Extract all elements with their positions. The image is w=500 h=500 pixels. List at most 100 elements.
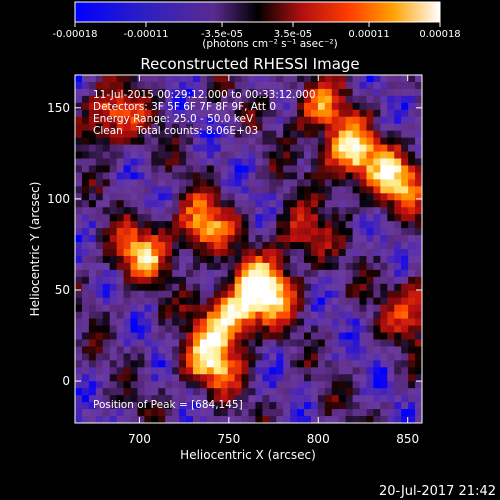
heatmap-cell: [297, 409, 305, 417]
heatmap-cell: [220, 88, 229, 97]
heatmap-cell: [192, 353, 201, 361]
heatmap-cell: [373, 325, 381, 333]
heatmap-cell: [158, 186, 166, 194]
heatmap-cell: [186, 123, 194, 132]
heatmap-cell: [401, 102, 409, 111]
heatmap-cell: [137, 283, 145, 292]
heatmap-cell: [380, 81, 388, 90]
heatmap-cell: [109, 186, 118, 194]
heatmap-cell: [213, 109, 222, 118]
heatmap-cell: [269, 262, 277, 271]
heatmap-cell: [324, 172, 333, 180]
heatmap-cell: [144, 416, 152, 423]
heatmap-cell: [102, 109, 111, 118]
heatmap-cell: [255, 172, 263, 180]
heatmap-cell: [401, 214, 409, 222]
heatmap-cell: [165, 367, 173, 375]
heatmap-cell: [338, 332, 347, 340]
heatmap-cell: [75, 193, 83, 201]
heatmap-cell: [304, 151, 312, 159]
heatmap-cell: [172, 221, 180, 229]
heatmap-cell: [172, 179, 180, 187]
heatmap-cell: [310, 242, 319, 250]
heatmap-cell: [283, 249, 291, 257]
heatmap-cell: [75, 255, 83, 264]
heatmap-cell: [415, 172, 422, 180]
heatmap-cell: [248, 228, 256, 236]
heatmap-cell: [297, 172, 305, 180]
heatmap-cell: [192, 179, 201, 187]
heatmap-cell: [276, 332, 284, 340]
heatmap-cell: [345, 304, 353, 313]
heatmap-cell: [172, 165, 180, 173]
heatmap-cell: [317, 290, 326, 299]
heatmap-cell: [123, 381, 131, 389]
heatmap-cell: [276, 228, 284, 236]
heatmap-cell: [338, 228, 347, 236]
heatmap-cell: [387, 235, 395, 243]
heatmap-cell: [352, 75, 360, 83]
heatmap-cell: [241, 75, 249, 83]
heatmap-cell: [290, 193, 298, 201]
heatmap-cell: [137, 172, 145, 180]
heatmap-cell: [206, 249, 215, 257]
heatmap-cell: [297, 276, 305, 285]
heatmap-cell: [102, 172, 111, 180]
heatmap-cell: [338, 409, 347, 417]
heatmap-cell: [81, 144, 90, 152]
heatmap-cell: [199, 81, 208, 90]
heatmap-cell: [220, 186, 229, 194]
heatmap-cell: [290, 242, 298, 250]
heatmap-cell: [81, 339, 90, 347]
heatmap-cell: [95, 416, 104, 423]
heatmap-cell: [109, 409, 118, 417]
heatmap-cell: [123, 242, 131, 250]
heatmap-cell: [373, 165, 381, 173]
heatmap-cell: [137, 367, 145, 375]
heatmap-cell: [262, 367, 270, 375]
heatmap-cell: [123, 325, 131, 333]
heatmap-cell: [394, 332, 402, 340]
heatmap-cell: [408, 109, 416, 118]
heatmap-cell: [394, 367, 402, 375]
heatmap-cell: [81, 102, 90, 111]
heatmap-cell: [352, 116, 360, 125]
heatmap-cell: [186, 137, 194, 145]
heatmap-cell: [401, 409, 409, 417]
heatmap-cell: [151, 102, 159, 111]
heatmap-cell: [192, 325, 201, 333]
heatmap-cell: [130, 235, 138, 243]
heatmap-cell: [415, 249, 422, 257]
heatmap-cell: [387, 346, 395, 354]
heatmap-cell: [255, 95, 263, 104]
heatmap-cell: [255, 193, 263, 201]
heatmap-cell: [192, 130, 201, 139]
heatmap-cell: [310, 221, 319, 229]
heatmap-cell: [408, 102, 416, 111]
annotation-energy: Energy Range: 25.0 - 50.0 keV: [93, 113, 254, 125]
heatmap-cell: [324, 249, 333, 257]
heatmap-cell: [345, 318, 353, 326]
heatmap-cell: [338, 123, 347, 132]
heatmap-cell: [317, 221, 326, 229]
heatmap-cell: [88, 109, 97, 118]
heatmap-cell: [401, 116, 409, 125]
heatmap-cell: [324, 102, 333, 111]
heatmap-cell: [102, 193, 111, 201]
heatmap-cell: [366, 116, 374, 125]
heatmap-cell: [116, 395, 124, 403]
heatmap-cell: [352, 318, 360, 326]
heatmap-cell: [324, 409, 333, 417]
heatmap-cell: [151, 123, 159, 132]
heatmap-cell: [290, 137, 298, 145]
heatmap-cell: [165, 151, 173, 159]
heatmap-cell: [213, 325, 222, 333]
heatmap-cell: [88, 95, 97, 104]
heatmap-cell: [81, 81, 90, 90]
heatmap-cell: [88, 276, 97, 285]
heatmap-cell: [408, 249, 416, 257]
heatmap-cell: [359, 242, 367, 250]
heatmap-cell: [415, 283, 422, 292]
heatmap-cell: [165, 221, 173, 229]
heatmap-cell: [186, 186, 194, 194]
